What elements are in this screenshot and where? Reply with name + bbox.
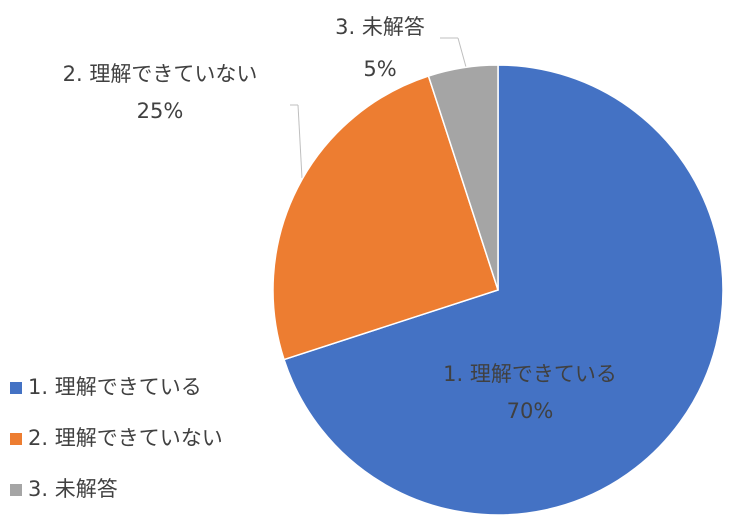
legend-label: 3. 未解答 xyxy=(28,477,118,501)
legend-swatch xyxy=(10,484,22,496)
leader-line xyxy=(457,37,467,68)
leader-line xyxy=(297,104,303,179)
slice-value-label: 5% xyxy=(363,57,396,81)
legend-swatch xyxy=(10,433,22,445)
legend-label: 1. 理解できている xyxy=(28,375,202,399)
slice-label: 3. 未解答 xyxy=(335,15,425,39)
pie-slice xyxy=(427,64,499,291)
slice-label: 1. 理解できている xyxy=(443,362,617,386)
legend-swatch xyxy=(10,382,22,394)
legend-label: 2. 理解できていない xyxy=(28,426,223,450)
slice-label: 2. 理解できていない xyxy=(63,62,258,86)
slice-value-label: 70% xyxy=(507,399,554,423)
pie-slice xyxy=(272,75,499,361)
slice-value-label: 25% xyxy=(137,99,184,123)
pie-slice xyxy=(283,64,724,516)
